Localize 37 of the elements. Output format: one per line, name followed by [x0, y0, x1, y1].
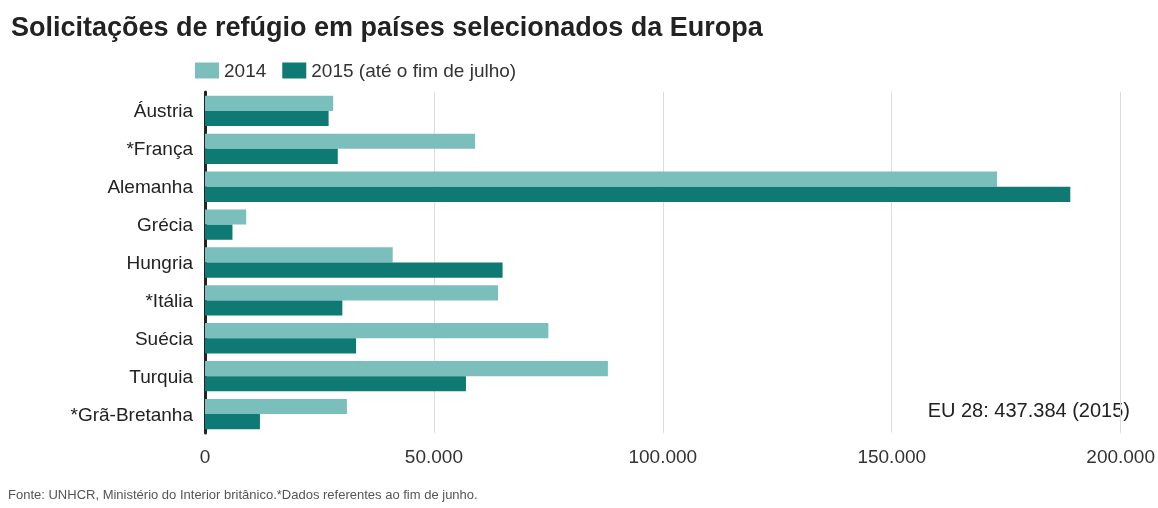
y-tick-label: Hungria	[126, 252, 194, 273]
bar	[205, 285, 499, 301]
bar	[205, 148, 338, 164]
bar	[205, 186, 1071, 202]
annotation: EU 28: 437.384 (2015)	[927, 399, 1131, 421]
legend-label: 2015 (até o fim de julho)	[311, 60, 517, 81]
y-tick-label: Suécia	[134, 327, 194, 349]
source-note: Fonte: UNHCR, Ministério do Interior britânico.*Dados referentes ao fim de junho.	[8, 487, 478, 502]
chart-title: Solicitações de refúgio em países selecionados da Europa	[11, 11, 764, 42]
bar	[205, 300, 343, 316]
y-tick-label: Áustria	[133, 100, 194, 122]
y-tick-label: Grécia	[137, 214, 194, 236]
bar	[205, 247, 393, 263]
bar	[205, 361, 608, 377]
y-tick-label: *Itália	[145, 289, 194, 311]
y-tick-label: *Grã-Bretanha	[70, 403, 194, 425]
bar	[205, 398, 347, 415]
x-tick-label: 100.000	[628, 446, 698, 467]
x-tick-label: 200.000	[1086, 446, 1155, 467]
y-tick-label: Alemanha	[107, 176, 194, 198]
bar	[205, 323, 549, 339]
y-tick-label: *França	[126, 138, 194, 160]
bar	[205, 338, 357, 354]
legend-label: 2014	[224, 60, 267, 81]
bar	[205, 133, 476, 149]
bar	[205, 414, 260, 430]
x-tick-label: 150.000	[857, 446, 927, 467]
bar	[205, 95, 334, 111]
bar	[205, 224, 233, 240]
bar	[205, 376, 466, 392]
bar	[205, 262, 503, 278]
bar	[205, 171, 998, 187]
bar	[205, 209, 247, 225]
bar	[205, 110, 329, 127]
x-tick-label: 50.000	[404, 446, 463, 467]
y-tick-label: Turquia	[129, 365, 194, 387]
x-tick-label: 0	[199, 446, 211, 467]
